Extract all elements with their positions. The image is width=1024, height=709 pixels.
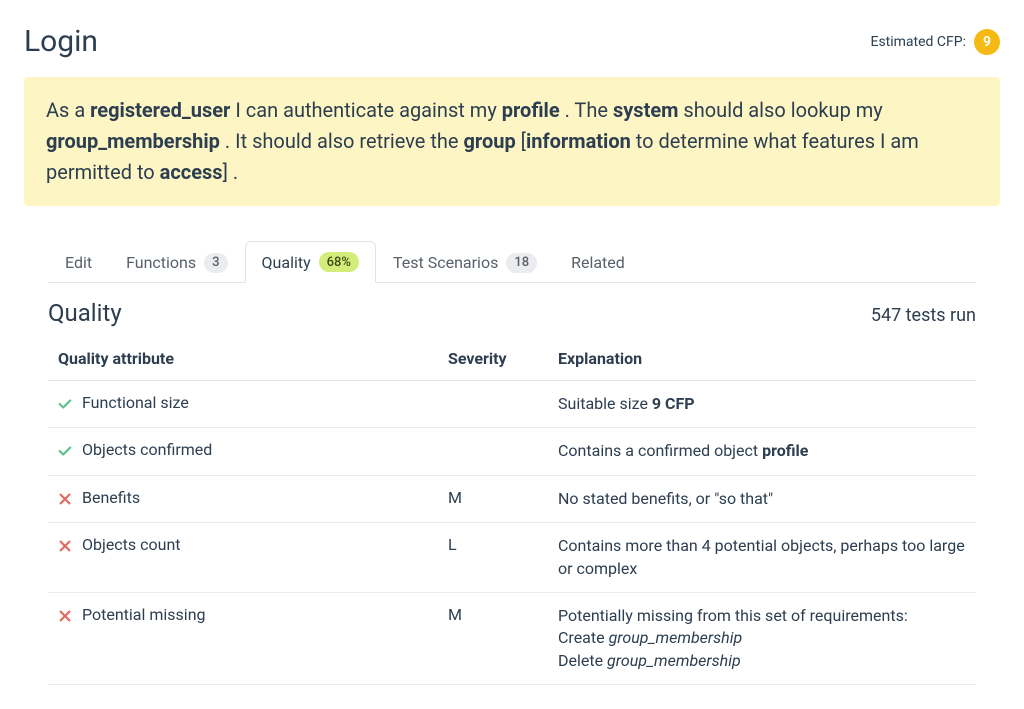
quality-row: Benefits MNo stated benefits, or "so that…	[48, 476, 976, 523]
story-keyword: access	[160, 160, 223, 184]
quality-severity: L	[418, 535, 558, 554]
user-story-box: As a registered_user I can authenticate …	[24, 77, 1000, 206]
tab-edit[interactable]: Edit	[48, 241, 109, 283]
tab-scenarios[interactable]: Test Scenarios 18	[376, 241, 554, 283]
quality-table: Quality attribute Severity Explanation F…	[48, 337, 976, 685]
quality-section-title: Quality	[48, 299, 122, 327]
story-text: [	[516, 129, 526, 153]
cfp-label: Estimated CFP:	[870, 34, 966, 50]
quality-explanation: Contains more than 4 potential objects, …	[558, 535, 966, 580]
quality-explanation: Contains a confirmed object profile	[558, 440, 966, 462]
tab-label: Functions	[126, 253, 196, 272]
quality-explanation: No stated benefits, or "so that"	[558, 488, 966, 510]
tab-functions[interactable]: Functions 3	[109, 241, 244, 283]
story-keyword: group_membership	[46, 129, 220, 153]
tab-badge: 18	[506, 253, 537, 273]
cross-icon	[58, 608, 72, 622]
quality-severity: M	[418, 488, 558, 507]
quality-row: Potential missing MPotentially missing fr…	[48, 593, 976, 685]
cross-icon	[58, 491, 72, 505]
story-text: As a	[46, 98, 90, 122]
quality-explanation: Suitable size 9 CFP	[558, 393, 966, 415]
quality-row: Objects count LContains more than 4 poten…	[48, 523, 976, 593]
quality-explanation: Potentially missing from this set of req…	[558, 605, 966, 672]
tests-run-count: 547 tests run	[871, 305, 976, 326]
quality-row: Objects confirmed Contains a confirmed ob…	[48, 428, 976, 475]
story-keyword: system	[613, 98, 679, 122]
quality-row: Functional size Suitable size 9 CFP	[48, 381, 976, 428]
story-keyword: information	[526, 129, 631, 153]
quality-severity: M	[418, 605, 558, 624]
tab-label: Quality	[262, 253, 311, 272]
col-severity: Severity	[418, 349, 558, 368]
story-text: I can authenticate against my	[230, 98, 501, 122]
col-attribute: Quality attribute	[58, 349, 418, 368]
check-icon	[58, 443, 72, 457]
story-keyword: profile	[502, 98, 560, 122]
quality-attribute: Benefits	[82, 488, 140, 507]
tab-quality[interactable]: Quality 68%	[245, 241, 376, 283]
quality-attribute: Potential missing	[82, 605, 206, 624]
tab-related[interactable]: Related	[554, 241, 642, 283]
story-keyword: registered_user	[90, 98, 230, 122]
tab-label: Related	[571, 253, 625, 272]
cross-icon	[58, 538, 72, 552]
tab-label: Edit	[65, 253, 92, 272]
tab-badge: 68%	[319, 252, 359, 272]
check-icon	[58, 396, 72, 410]
story-text: ] .	[223, 160, 239, 184]
story-keyword: group	[464, 129, 516, 153]
tab-bar: Edit Functions 3 Quality 68% Test Scenarios 18…	[48, 240, 976, 283]
quality-attribute: Objects confirmed	[82, 440, 212, 459]
story-text: should also lookup my	[678, 98, 882, 122]
cfp-badge: 9	[974, 29, 1000, 55]
tab-label: Test Scenarios	[393, 253, 498, 272]
quality-attribute: Objects count	[82, 535, 181, 554]
tab-badge: 3	[204, 253, 227, 273]
quality-table-header: Quality attribute Severity Explanation	[48, 337, 976, 381]
cfp-indicator: Estimated CFP: 9	[870, 29, 1000, 55]
story-text: . The	[560, 98, 613, 122]
story-text: . It should also retrieve the	[220, 129, 464, 153]
quality-attribute: Functional size	[82, 393, 189, 412]
page-title: Login	[24, 24, 98, 59]
col-explanation: Explanation	[558, 349, 966, 368]
